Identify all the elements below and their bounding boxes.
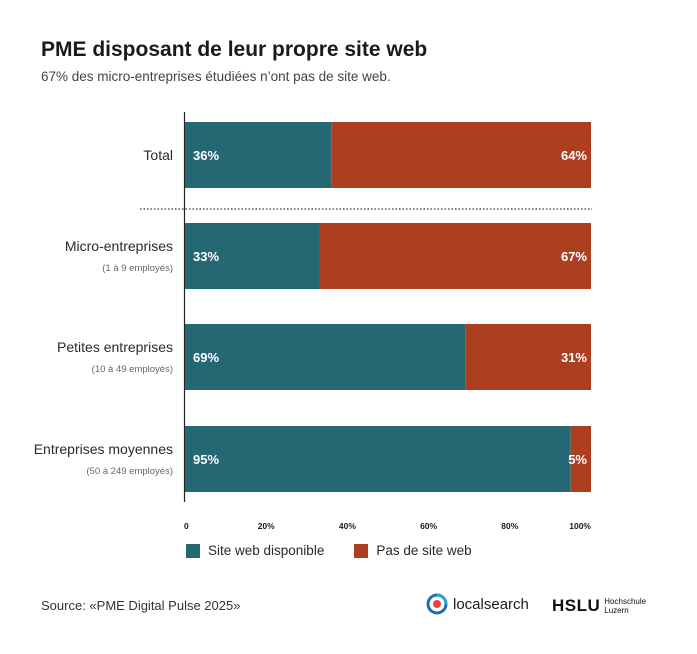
category-label: Total xyxy=(143,147,173,163)
x-tick-label: 40% xyxy=(339,521,356,531)
legend: Site web disponible Pas de site web xyxy=(186,543,502,558)
x-tick-label: 0 xyxy=(184,521,189,531)
hslu-logo-subtext: Hochschule Luzern xyxy=(604,597,646,615)
localsearch-logo-text: localsearch xyxy=(453,595,529,613)
bar-pas-de-site xyxy=(331,122,591,188)
x-tick-label: 100% xyxy=(569,521,591,531)
hslu-sub-line2: Luzern xyxy=(604,606,629,615)
data-label: 31% xyxy=(561,350,587,365)
legend-item-site-web: Site web disponible xyxy=(186,543,324,558)
bar-pas-de-site xyxy=(465,324,591,390)
bar-pas-de-site xyxy=(318,223,591,289)
legend-swatch-pas-de-site xyxy=(354,543,369,558)
category-label: Micro-entreprises xyxy=(65,238,173,254)
bar-site-web xyxy=(185,223,319,289)
chart-subtitle: 67% des micro-entreprises étudiées n’ont… xyxy=(41,69,391,84)
hslu-sub-line1: Hochschule xyxy=(604,597,647,606)
category-label: Entreprises moyennes xyxy=(34,441,173,457)
chart-title: PME disposant de leur propre site web xyxy=(41,38,428,61)
data-label: 64% xyxy=(561,148,587,163)
x-tick-label: 60% xyxy=(420,521,437,531)
legend-label-site-web: Site web disponible xyxy=(208,543,325,558)
source-note: Source: «PME Digital Pulse 2025» xyxy=(41,598,241,613)
legend-swatch-site-web xyxy=(186,543,200,558)
category-sublabel: (1 à 9 employés) xyxy=(102,263,173,274)
bar-site-web xyxy=(185,426,571,492)
data-label: 33% xyxy=(193,249,219,264)
data-label: 69% xyxy=(193,350,219,365)
bar-site-web xyxy=(185,324,466,390)
hslu-logo-text: HSLU xyxy=(552,596,601,615)
bar-pas-de-site xyxy=(570,426,591,492)
data-label: 36% xyxy=(193,148,219,163)
legend-item-pas-de-site: Pas de site web xyxy=(354,543,472,558)
x-tick-label: 80% xyxy=(501,521,518,531)
bar-site-web xyxy=(185,122,332,188)
category-sublabel: (50 à 249 employés) xyxy=(86,466,173,477)
localsearch-logo-icon xyxy=(426,593,448,615)
data-label: 5% xyxy=(568,452,587,467)
stacked-bar-chart: 36% 64% Total 33% 67% Micro-entreprises (1 à 9… xyxy=(34,112,592,531)
data-label: 95% xyxy=(193,452,219,467)
category-label: Petites entreprises xyxy=(57,339,173,355)
category-sublabel: (10 à 49 employés) xyxy=(92,364,173,375)
hslu-logo: HSLU Hochschule Luzern xyxy=(552,596,646,616)
data-label: 67% xyxy=(561,249,587,264)
localsearch-logo: localsearch xyxy=(426,593,529,615)
x-tick-label: 20% xyxy=(258,521,275,531)
legend-label-pas-de-site: Pas de site web xyxy=(376,543,472,558)
